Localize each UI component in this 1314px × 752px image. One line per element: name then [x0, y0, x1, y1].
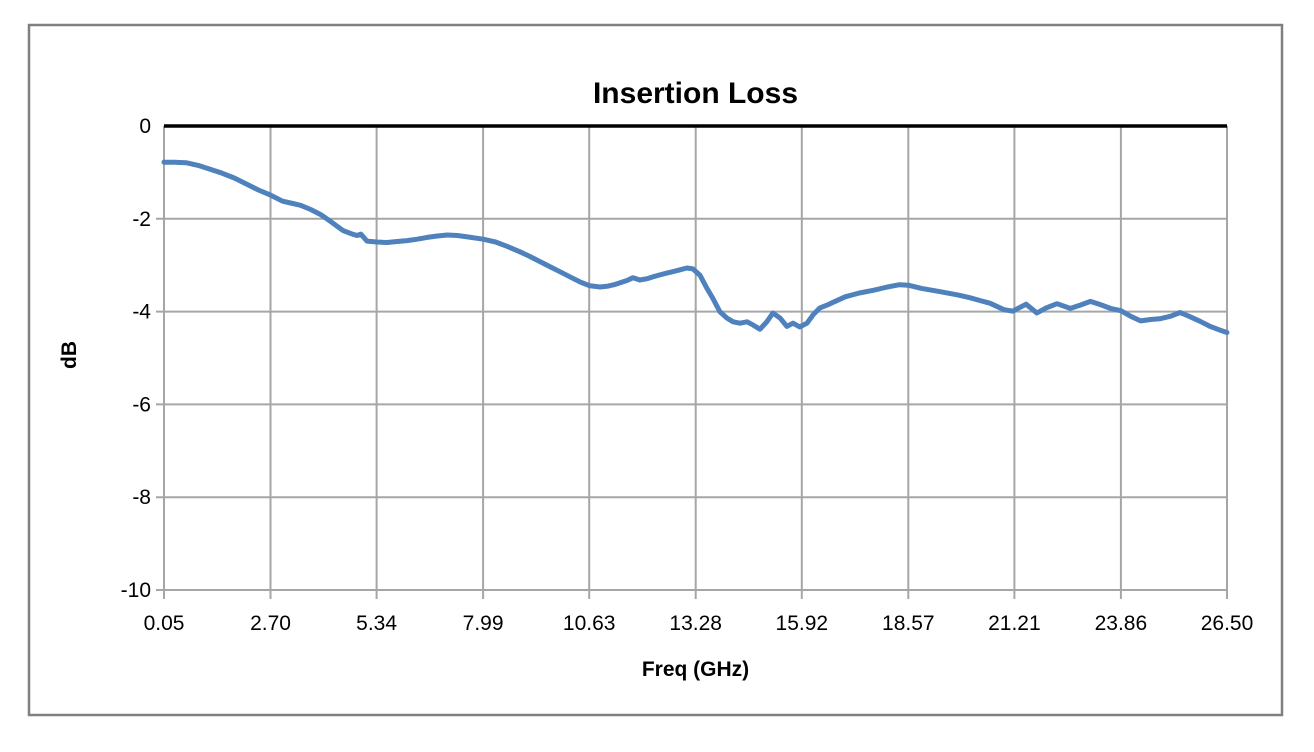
y-tick-label: -4 — [132, 301, 151, 324]
x-tick-label: 15.92 — [776, 612, 829, 635]
x-tick-label: 2.70 — [250, 612, 291, 635]
x-tick-label: 26.50 — [1201, 612, 1254, 635]
x-tick-label: 21.21 — [988, 612, 1041, 635]
series-line-insertion-loss — [161, 159, 1230, 335]
x-tick-label: 7.99 — [463, 612, 504, 635]
x-tick-label: 0.05 — [144, 612, 185, 635]
x-tick-label: 13.28 — [669, 612, 722, 635]
y-tick-label: -6 — [132, 393, 151, 416]
x-tick-label: 10.63 — [563, 612, 616, 635]
y-tick-label: -8 — [132, 486, 151, 509]
chart-title: Insertion Loss — [593, 77, 798, 110]
chart-frame — [27, 23, 1284, 717]
y-axis-title: dB — [58, 341, 81, 369]
y-tick-label: -2 — [132, 208, 151, 231]
x-axis-title: Freq (GHz) — [642, 658, 749, 681]
x-tick-label: 5.34 — [356, 612, 397, 635]
y-tick-label: 0 — [139, 115, 151, 138]
y-tick-label: -10 — [121, 579, 151, 602]
x-tick-label: 23.86 — [1095, 612, 1148, 635]
x-tick-label: 18.57 — [882, 612, 935, 635]
